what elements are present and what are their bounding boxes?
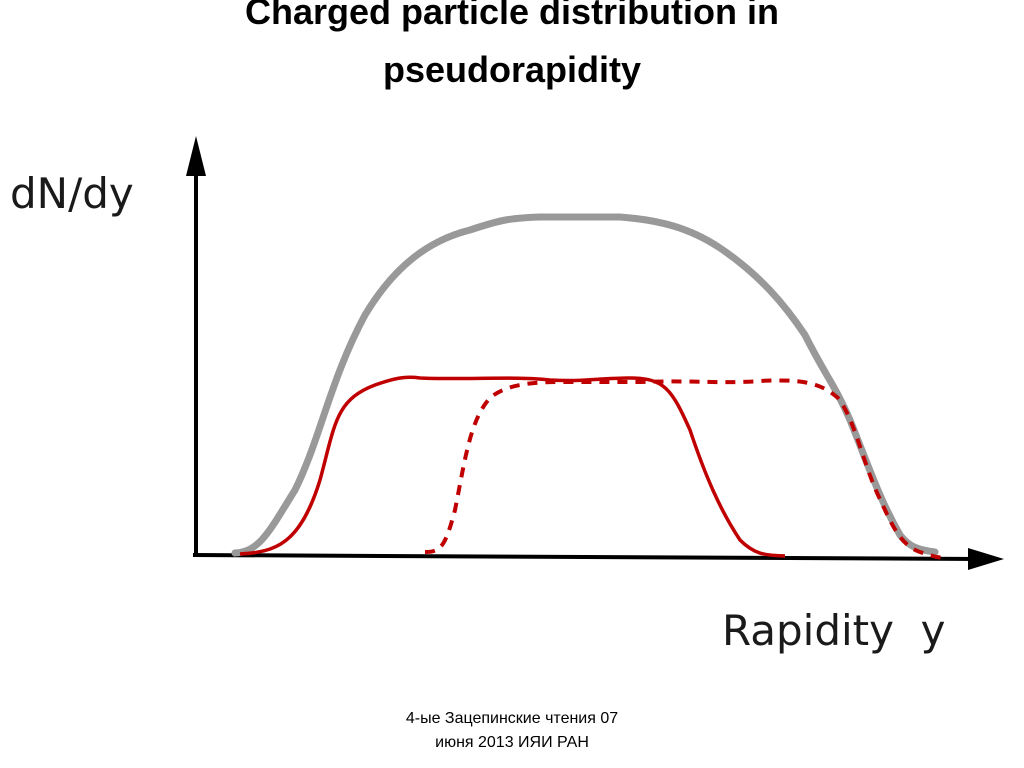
diagram: dN/dy Rapidity y: [10, 136, 1004, 655]
x-axis-label: Rapidity y: [722, 606, 946, 655]
slide-title: Charged particle distribution in: [245, 0, 779, 32]
footer-text: июня 2013 ИЯИ РАН: [435, 734, 589, 751]
y-axis-label: dN/dy: [10, 169, 134, 218]
gray-curve: [231, 213, 939, 557]
y-axis-arrow: [186, 136, 206, 176]
red-solid-curve: [239, 375, 786, 558]
red-dashed-curve: [424, 378, 949, 560]
x-axis: [192, 553, 981, 561]
x-axis-arrow: [968, 548, 1004, 570]
slide-title: pseudorapidity: [383, 49, 641, 90]
footer-text: 4-ые Зацепинские чтения 07: [406, 710, 618, 727]
